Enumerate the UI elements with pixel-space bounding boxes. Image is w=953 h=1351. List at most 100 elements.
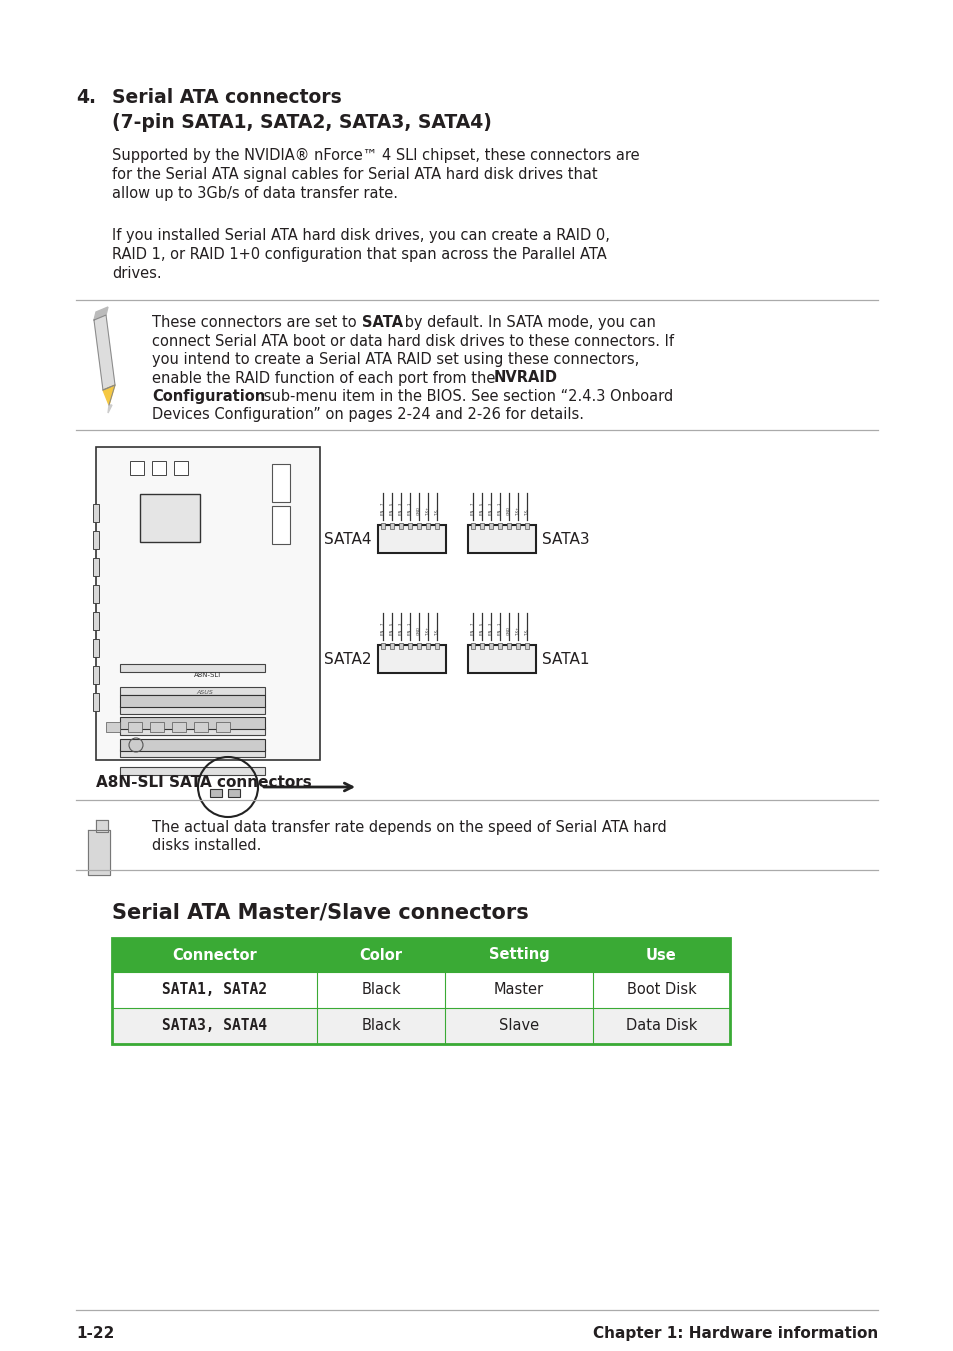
Bar xyxy=(435,643,438,648)
Text: SATA1, SATA2: SATA1, SATA2 xyxy=(162,982,267,997)
Bar xyxy=(468,526,536,553)
Text: These connectors are set to: These connectors are set to xyxy=(152,315,361,330)
Bar xyxy=(92,693,99,711)
Bar xyxy=(228,789,240,797)
Text: PIN: PIN xyxy=(479,508,483,515)
Bar xyxy=(426,643,430,648)
Text: connect Serial ATA boot or data hard disk drives to these connectors. If: connect Serial ATA boot or data hard dis… xyxy=(152,334,673,349)
Text: TX-: TX- xyxy=(435,628,438,635)
Text: SATA2: SATA2 xyxy=(324,651,372,666)
Text: TX+: TX+ xyxy=(426,627,430,635)
Bar xyxy=(92,504,99,521)
Bar xyxy=(489,523,493,530)
Bar xyxy=(120,767,265,775)
Bar xyxy=(471,643,475,648)
Text: 3: 3 xyxy=(489,503,493,505)
Bar xyxy=(150,721,164,732)
Text: Setting: Setting xyxy=(488,947,549,962)
Text: 7: 7 xyxy=(471,623,475,626)
Bar xyxy=(516,643,519,648)
Text: The actual data transfer rate depends on the speed of Serial ATA hard: The actual data transfer rate depends on… xyxy=(152,820,666,835)
Text: GND: GND xyxy=(506,626,511,635)
Bar xyxy=(506,643,511,648)
Text: Black: Black xyxy=(361,1019,400,1034)
Bar xyxy=(479,523,483,530)
Bar xyxy=(416,643,420,648)
Text: RAID 1, or RAID 1+0 configuration that span across the Parallel ATA: RAID 1, or RAID 1+0 configuration that s… xyxy=(112,247,606,262)
Text: 4.: 4. xyxy=(76,88,96,107)
Text: A8N-SLI SATA connectors: A8N-SLI SATA connectors xyxy=(96,775,312,790)
Bar xyxy=(120,663,265,671)
Text: PIN: PIN xyxy=(489,508,493,515)
Bar xyxy=(112,938,729,1044)
Bar xyxy=(408,643,412,648)
Bar xyxy=(390,643,394,648)
Bar xyxy=(390,523,394,530)
Bar xyxy=(380,523,385,530)
Text: 1-22: 1-22 xyxy=(76,1325,114,1342)
Bar xyxy=(106,721,120,732)
Text: sub-menu item in the BIOS. See section “2.4.3 Onboard: sub-menu item in the BIOS. See section “… xyxy=(258,389,673,404)
Bar xyxy=(120,694,265,707)
Bar xyxy=(112,938,729,971)
Polygon shape xyxy=(94,315,115,390)
Bar xyxy=(140,494,200,542)
Bar xyxy=(506,523,511,530)
Text: PIN: PIN xyxy=(479,628,483,635)
Text: TX+: TX+ xyxy=(426,507,430,515)
Bar xyxy=(435,523,438,530)
Bar xyxy=(92,558,99,576)
Text: 5: 5 xyxy=(479,623,483,626)
Text: 7: 7 xyxy=(380,503,385,505)
Text: enable the RAID function of each port from the: enable the RAID function of each port fr… xyxy=(152,370,499,385)
Bar xyxy=(408,523,412,530)
Bar xyxy=(380,643,385,648)
Polygon shape xyxy=(96,820,108,832)
Bar xyxy=(92,612,99,630)
Text: Color: Color xyxy=(359,947,402,962)
Text: TX-: TX- xyxy=(524,509,529,515)
Text: PIN: PIN xyxy=(398,628,402,635)
Text: 1: 1 xyxy=(408,503,412,505)
Text: SATA4: SATA4 xyxy=(324,531,372,547)
Bar xyxy=(112,1008,729,1044)
Text: 5: 5 xyxy=(479,503,483,505)
Bar xyxy=(497,643,501,648)
Text: PIN: PIN xyxy=(408,508,412,515)
Text: Black: Black xyxy=(361,982,400,997)
Bar xyxy=(92,666,99,684)
Bar xyxy=(516,523,519,530)
Bar xyxy=(272,507,290,544)
Text: PIN: PIN xyxy=(471,628,475,635)
Text: GND: GND xyxy=(416,507,420,515)
Polygon shape xyxy=(103,385,115,405)
Bar xyxy=(128,721,142,732)
Bar xyxy=(398,523,402,530)
Text: PIN: PIN xyxy=(408,628,412,635)
Text: Use: Use xyxy=(645,947,677,962)
Bar xyxy=(120,717,265,730)
Text: 1: 1 xyxy=(497,503,501,505)
Bar xyxy=(468,644,536,673)
Bar xyxy=(172,721,186,732)
Bar xyxy=(416,523,420,530)
Bar xyxy=(96,447,319,761)
Bar xyxy=(120,739,265,751)
Text: 1: 1 xyxy=(497,623,501,626)
Text: Boot Disk: Boot Disk xyxy=(626,982,696,997)
Text: you intend to create a Serial ATA RAID set using these connectors,: you intend to create a Serial ATA RAID s… xyxy=(152,353,639,367)
Text: drives.: drives. xyxy=(112,266,161,281)
Text: 5: 5 xyxy=(390,623,394,626)
Bar xyxy=(524,523,529,530)
Bar xyxy=(120,727,265,735)
Text: (7-pin SATA1, SATA2, SATA3, SATA4): (7-pin SATA1, SATA2, SATA3, SATA4) xyxy=(112,113,492,132)
Bar xyxy=(497,523,501,530)
Text: for the Serial ATA signal cables for Serial ATA hard disk drives that: for the Serial ATA signal cables for Ser… xyxy=(112,168,597,182)
Text: 5: 5 xyxy=(390,503,394,505)
Bar xyxy=(120,707,265,713)
Text: PIN: PIN xyxy=(398,508,402,515)
Text: If you installed Serial ATA hard disk drives, you can create a RAID 0,: If you installed Serial ATA hard disk dr… xyxy=(112,228,609,243)
Text: GND: GND xyxy=(506,507,511,515)
Bar xyxy=(173,461,188,476)
Text: Serial ATA connectors: Serial ATA connectors xyxy=(112,88,341,107)
